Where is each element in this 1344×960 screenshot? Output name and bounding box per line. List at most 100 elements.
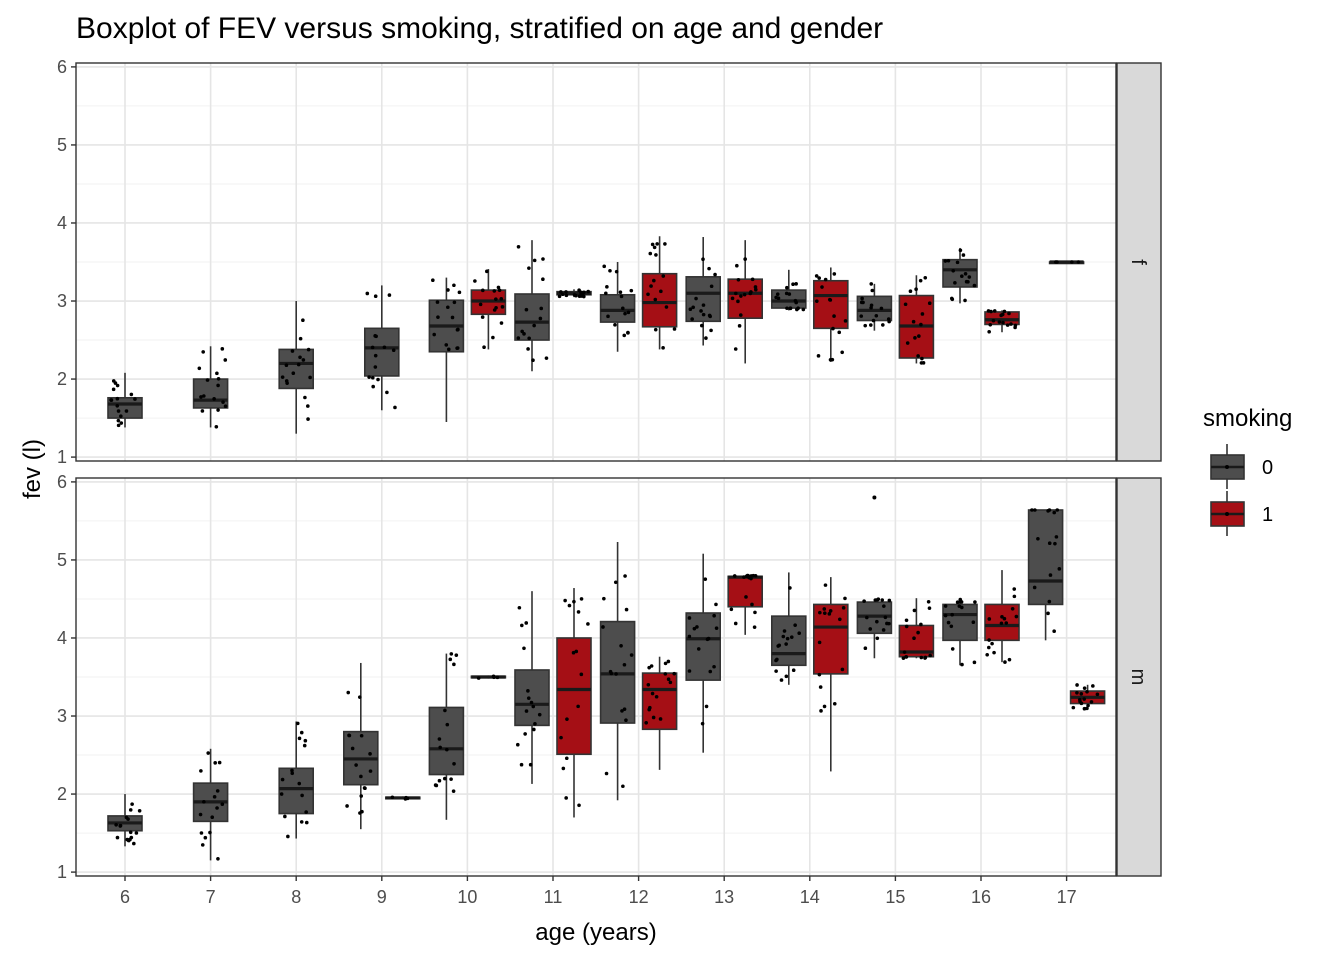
jitter-point bbox=[197, 366, 202, 371]
jitter-point bbox=[972, 660, 977, 665]
panel-border bbox=[75, 62, 1117, 462]
jitter-point bbox=[618, 290, 623, 295]
jitter-point bbox=[564, 293, 569, 298]
jitter-point bbox=[531, 358, 535, 363]
jitter-point bbox=[653, 297, 658, 302]
jitter-point bbox=[626, 310, 631, 315]
box-age-17-smoking-0 bbox=[1048, 260, 1085, 265]
jitter-point bbox=[1057, 567, 1062, 571]
jitter-point bbox=[949, 624, 954, 629]
jitter-point bbox=[832, 314, 836, 318]
jitter-point bbox=[524, 621, 529, 625]
jitter-point bbox=[832, 272, 837, 276]
jitter-point bbox=[1082, 686, 1087, 690]
box-age-15-smoking-1 bbox=[898, 598, 935, 660]
x-tick-label: 11 bbox=[544, 887, 563, 907]
jitter-point bbox=[859, 300, 864, 305]
jitter-point bbox=[793, 298, 798, 303]
jitter-point bbox=[1012, 587, 1017, 591]
jitter-point bbox=[432, 332, 436, 337]
jitter-point bbox=[623, 574, 627, 578]
legend-label: 1 bbox=[1262, 504, 1273, 526]
facet-strip-label: m bbox=[1127, 669, 1149, 686]
jitter-point bbox=[297, 736, 302, 741]
jitter-point bbox=[371, 384, 375, 389]
x-tick-label: 7 bbox=[206, 887, 216, 907]
jitter-point bbox=[991, 318, 996, 323]
box-age-8-smoking-0 bbox=[278, 721, 315, 839]
jitter-point bbox=[859, 314, 864, 318]
jitter-point bbox=[563, 598, 567, 603]
jitter-point bbox=[1046, 611, 1050, 616]
jitter-point bbox=[359, 774, 363, 779]
jitter-point bbox=[529, 700, 534, 705]
jitter-point bbox=[794, 282, 798, 286]
jitter-point bbox=[733, 621, 738, 626]
facet-panel-f: 1 2 3 4 5 6 f bbox=[57, 57, 1162, 467]
jitter-point bbox=[739, 294, 743, 298]
jitter-point bbox=[713, 272, 717, 277]
jitter-point bbox=[602, 596, 606, 601]
jitter-point bbox=[455, 328, 460, 332]
jitter-point bbox=[216, 856, 220, 861]
jitter-point bbox=[304, 820, 309, 825]
jitter-point bbox=[822, 607, 827, 611]
box-iqr bbox=[685, 612, 722, 681]
jitter-point bbox=[574, 293, 578, 298]
jitter-point bbox=[692, 626, 697, 631]
box-age-15-smoking-1 bbox=[898, 275, 935, 365]
jitter-point bbox=[817, 640, 822, 645]
jitter-point bbox=[712, 613, 716, 618]
jitter-point bbox=[961, 253, 966, 257]
jitter-point bbox=[730, 296, 735, 301]
jitter-point bbox=[649, 664, 654, 668]
jitter-point bbox=[840, 667, 845, 672]
jitter-point bbox=[1053, 260, 1058, 264]
facet-strip bbox=[1116, 477, 1162, 877]
jitter-point bbox=[696, 647, 701, 651]
jitter-point bbox=[652, 278, 656, 283]
box-age-14-smoking-1 bbox=[812, 577, 849, 772]
jitter-point bbox=[577, 288, 581, 292]
jitter-point bbox=[901, 656, 906, 660]
box-iqr bbox=[1027, 509, 1064, 606]
jitter-point bbox=[119, 414, 123, 418]
box-iqr bbox=[278, 348, 315, 390]
jitter-point bbox=[532, 323, 536, 328]
box-iqr bbox=[812, 279, 849, 330]
jitter-point bbox=[795, 307, 799, 312]
jitter-point bbox=[1082, 706, 1087, 711]
jitter-point bbox=[919, 655, 924, 660]
jitter-point bbox=[917, 334, 921, 338]
jitter-point bbox=[704, 704, 709, 709]
jitter-point bbox=[515, 742, 520, 747]
jitter-point bbox=[499, 297, 504, 301]
jitter-point bbox=[701, 303, 706, 307]
jitter-point bbox=[532, 258, 537, 263]
jitter-point bbox=[791, 668, 796, 672]
jitter-point bbox=[688, 307, 693, 311]
jitter-point bbox=[704, 336, 708, 340]
jitter-point bbox=[823, 277, 828, 282]
jitter-point bbox=[666, 659, 671, 664]
jitter-point bbox=[782, 629, 787, 633]
jitter-point bbox=[699, 323, 704, 328]
jitter-point bbox=[1047, 599, 1052, 604]
jitter-point bbox=[370, 375, 375, 380]
jitter-point bbox=[373, 294, 378, 299]
jitter-point bbox=[651, 715, 656, 720]
jitter-point bbox=[714, 626, 719, 630]
box-age-12-smoking-1 bbox=[641, 236, 678, 350]
legend-point bbox=[1225, 512, 1229, 516]
jitter-point bbox=[622, 333, 627, 338]
jitter-point bbox=[1013, 323, 1018, 328]
x-tick-label: 13 bbox=[714, 887, 734, 907]
x-tick-label: 17 bbox=[1057, 887, 1077, 907]
jitter-point bbox=[818, 610, 822, 615]
jitter-point bbox=[116, 423, 121, 428]
jitter-point bbox=[306, 347, 311, 352]
jitter-point bbox=[1052, 510, 1057, 515]
jitter-point bbox=[299, 820, 304, 824]
box-iqr bbox=[727, 575, 764, 608]
x-tick-label: 12 bbox=[629, 887, 649, 907]
